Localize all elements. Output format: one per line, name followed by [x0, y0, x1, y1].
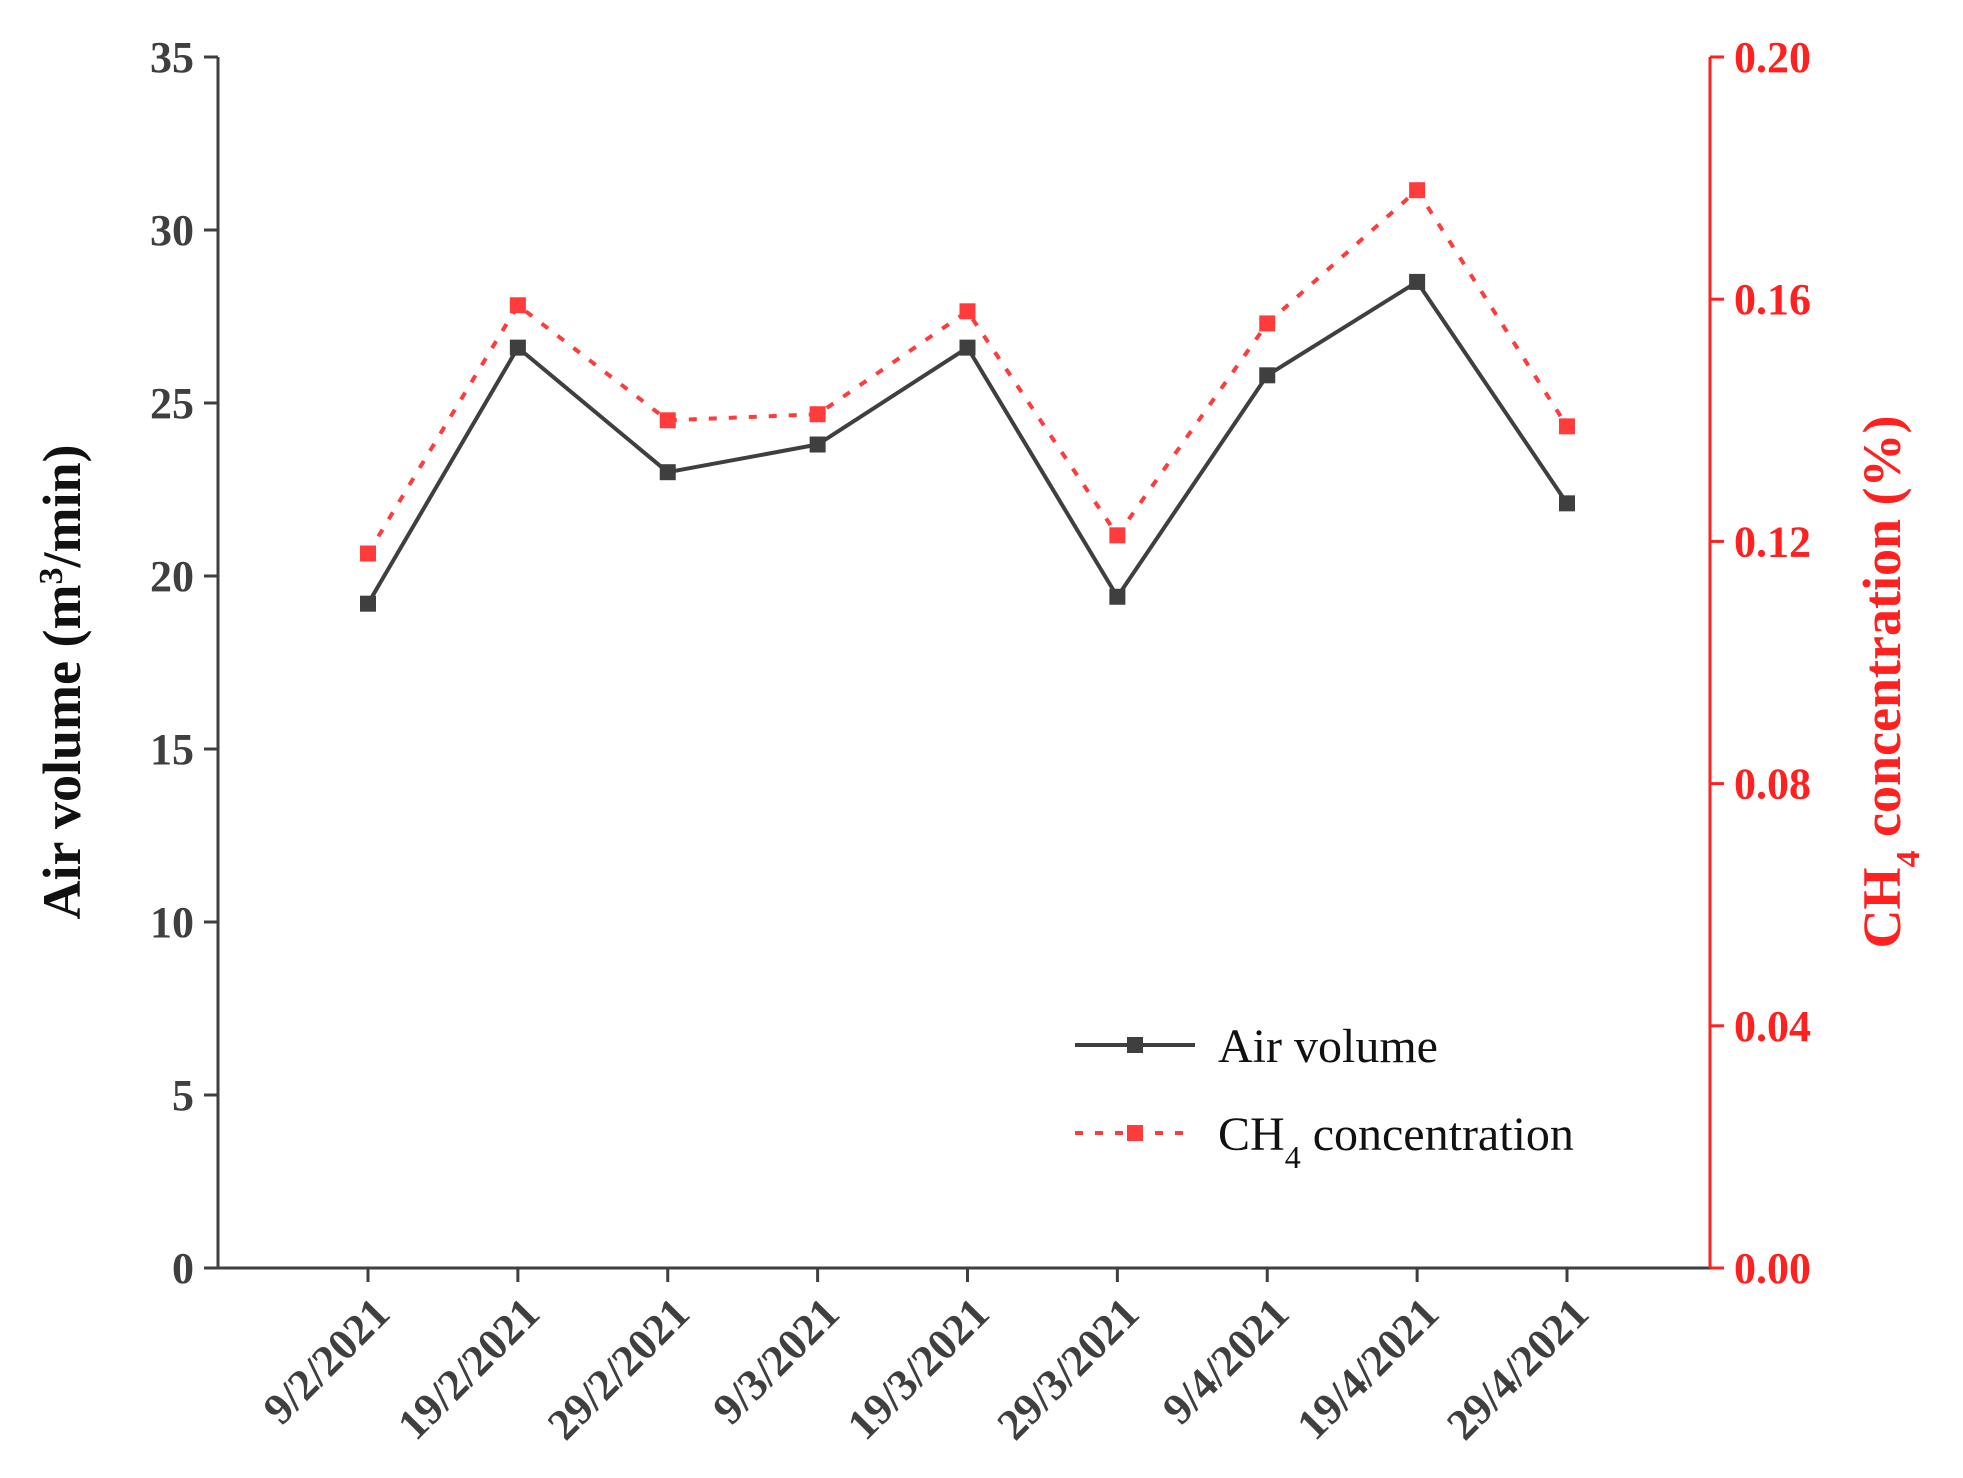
- y-left-tick-label: 10: [150, 898, 194, 947]
- y-left-tick-label: 20: [150, 552, 194, 601]
- ch4-concentration-point: [1109, 527, 1126, 544]
- ch4-concentration-point: [959, 303, 976, 320]
- x-tick-label: 19/4/2021: [1287, 1288, 1448, 1449]
- axes-group: [216, 57, 1712, 1270]
- y-right-tick-label: 0.08: [1734, 760, 1811, 809]
- x-tick-label: 9/2/2021: [254, 1288, 399, 1433]
- y-right-tick-label: 0.04: [1734, 1002, 1811, 1051]
- ch4-concentration-point: [1259, 315, 1276, 332]
- left-axis-ticks: 0 5 10 15 20 25 30 35: [150, 33, 218, 1293]
- x-tick-label: 29/2/2021: [538, 1288, 699, 1449]
- air-volume-line: [366, 279, 1569, 605]
- y-left-tick-label: 35: [150, 33, 194, 82]
- ch4-concentration-point: [809, 406, 826, 423]
- x-tick-label: 9/4/2021: [1153, 1288, 1298, 1433]
- y-right-tick-label: 0.16: [1734, 275, 1811, 324]
- legend: Air volume CH4 concentration: [1075, 1020, 1574, 1175]
- air-volume-point: [509, 339, 526, 356]
- y-left-axis-title: Air volume (m3/min): [32, 445, 92, 920]
- y-right-title-main: CH: [1852, 867, 1912, 948]
- ch4-concentration-point: [509, 297, 526, 314]
- legend-ch4-rest: concentration: [1301, 1108, 1574, 1161]
- y-right-tick-label: 0.20: [1734, 33, 1811, 82]
- y-left-tick-label: 15: [150, 725, 194, 774]
- air-volume-point: [1559, 495, 1575, 512]
- legend-ch4-marker: [1127, 1125, 1143, 1141]
- legend-ch4-sub: 4: [1285, 1139, 1301, 1175]
- air-volume-point: [1259, 367, 1276, 384]
- y-right-axis-title: CH4 concentration (%): [1852, 416, 1927, 949]
- x-tick-label: 29/3/2021: [988, 1288, 1149, 1449]
- y-left-tick-label: 0: [172, 1244, 194, 1293]
- legend-air-volume-marker: [1127, 1037, 1143, 1053]
- ch4-concentration-point: [659, 412, 676, 429]
- right-axis-ticks: 0.00 0.04 0.08 0.12 0.16 0.20: [1710, 33, 1811, 1293]
- x-tick-label: 19/2/2021: [388, 1288, 549, 1449]
- air-volume-point: [959, 339, 976, 356]
- y-left-title-sup: 3: [33, 568, 70, 585]
- legend-ch4-label: CH4 concentration: [1218, 1108, 1574, 1175]
- y-right-tick-label: 0.00: [1734, 1244, 1811, 1293]
- y-left-tick-label: 25: [150, 379, 194, 428]
- y-left-tick-label: 30: [150, 206, 194, 255]
- ch4-concentration-point: [1409, 182, 1426, 199]
- y-right-tick-label: 0.12: [1734, 517, 1811, 566]
- y-left-title-rest: /min): [32, 445, 92, 569]
- x-tick-label: 9/3/2021: [703, 1288, 848, 1433]
- x-tick-label: 29/4/2021: [1437, 1288, 1598, 1449]
- air-volume-point: [1109, 588, 1126, 605]
- air-volume-point: [809, 436, 826, 453]
- y-left-tick-label: 5: [172, 1071, 194, 1120]
- y-left-title-main: Air volume (m: [32, 585, 92, 920]
- y-right-title-rest: concentration (%): [1852, 416, 1912, 851]
- legend-ch4-main: CH: [1218, 1108, 1285, 1161]
- legend-air-volume-label: Air volume: [1218, 1020, 1438, 1073]
- x-tick-label: 19/3/2021: [838, 1288, 999, 1449]
- air-volume-point: [1409, 273, 1426, 290]
- air-volume-point: [360, 595, 376, 612]
- ch4-concentration-point: [360, 545, 376, 562]
- series-group: [360, 182, 1575, 612]
- ch4-concentration-point: [1559, 418, 1575, 435]
- air-volume-point: [659, 464, 676, 481]
- y-right-title-sub: 4: [1890, 850, 1927, 867]
